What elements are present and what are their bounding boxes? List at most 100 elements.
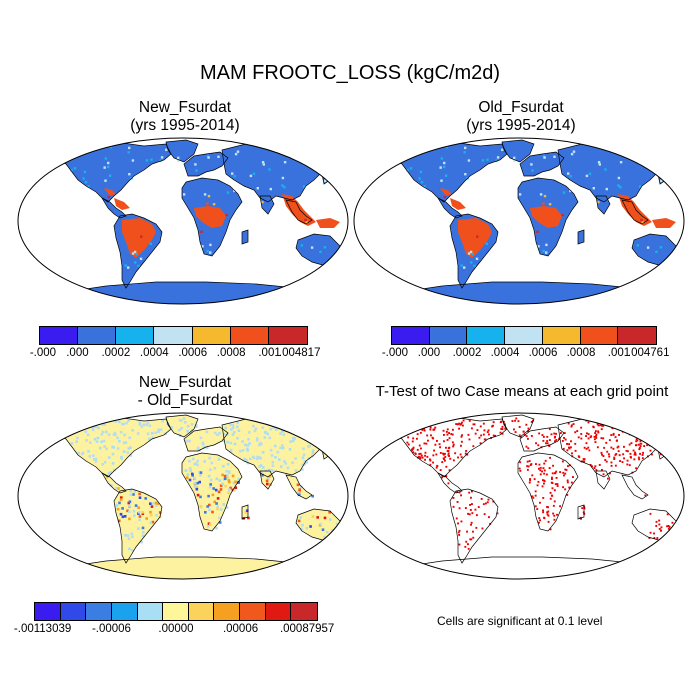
significant-cell xyxy=(444,456,447,458)
significant-cell xyxy=(570,440,572,443)
significant-cell xyxy=(566,479,569,482)
grid-cell xyxy=(190,423,194,426)
grid-cell xyxy=(195,423,198,427)
grid-cell xyxy=(545,243,548,247)
significant-cell xyxy=(534,494,537,497)
colorbar-tick-label: -.00113039 xyxy=(13,623,72,635)
grid-cell xyxy=(281,444,284,447)
significant-cell xyxy=(527,447,530,450)
significant-cell xyxy=(460,494,462,497)
significant-cell xyxy=(443,458,445,461)
grid-cell xyxy=(301,456,305,460)
significant-cell xyxy=(531,495,534,498)
grid-cell xyxy=(229,450,233,453)
coastline-southAmerica xyxy=(113,488,163,564)
coastline-antarctica xyxy=(400,556,654,579)
grid-cell xyxy=(189,469,192,473)
coastline-greenland xyxy=(501,414,535,438)
significant-cell xyxy=(655,520,658,523)
grid-cell xyxy=(619,161,623,164)
significant-cell xyxy=(606,450,609,453)
significant-cell xyxy=(639,452,641,455)
grid-cell xyxy=(229,423,232,426)
grid-cell xyxy=(445,146,449,149)
significant-cell xyxy=(532,496,535,499)
significant-cell xyxy=(473,423,476,426)
significant-cell xyxy=(603,446,606,449)
significant-cell xyxy=(538,432,541,435)
significant-cell xyxy=(528,460,531,462)
significant-cell xyxy=(619,427,622,430)
grid-cell xyxy=(144,497,147,500)
grid-cell xyxy=(289,440,292,443)
grid-cell xyxy=(131,535,134,538)
grid-cell xyxy=(195,425,198,428)
grid-cell xyxy=(597,161,601,164)
significant-cell xyxy=(547,506,549,509)
grid-cell xyxy=(513,159,516,162)
grid-cell xyxy=(214,488,218,492)
grid-cell xyxy=(86,433,90,437)
significant-cell xyxy=(477,506,480,508)
significant-cell xyxy=(553,514,556,517)
significant-cell xyxy=(623,425,626,428)
grid-cell xyxy=(467,252,471,255)
significant-cell xyxy=(595,469,598,471)
significant-cell xyxy=(594,441,597,443)
grid-cell xyxy=(103,166,106,169)
significant-cell xyxy=(577,436,580,439)
significant-cell xyxy=(681,540,684,543)
grid-cell xyxy=(323,246,327,249)
coastline-southAmerica xyxy=(113,213,163,289)
significant-cell xyxy=(420,447,422,450)
grid-cell xyxy=(475,257,479,260)
significant-cell xyxy=(418,444,421,447)
panel-2-title-line2: (yrs 1995-2014) xyxy=(466,117,576,134)
significant-cell xyxy=(574,442,577,445)
significant-cell xyxy=(446,428,449,431)
grid-cell xyxy=(191,472,194,476)
significant-cell xyxy=(567,422,570,425)
coastline-india xyxy=(595,195,611,215)
significant-cell xyxy=(478,436,481,439)
significant-cell xyxy=(400,426,403,429)
grid-cell xyxy=(215,502,218,505)
grid-cell xyxy=(321,528,325,531)
high-value-region xyxy=(122,218,156,258)
significant-cell xyxy=(542,511,545,514)
significant-cell xyxy=(646,424,649,427)
grid-cell xyxy=(195,487,199,491)
grid-cell xyxy=(231,424,235,427)
significant-cell xyxy=(439,469,442,471)
grid-cell xyxy=(272,426,275,429)
grid-cell xyxy=(141,534,145,538)
significant-cell xyxy=(499,421,502,424)
coastline-africa xyxy=(517,177,579,257)
significant-cell xyxy=(464,452,467,455)
grid-cell xyxy=(339,525,342,528)
colorbar-box xyxy=(163,603,189,620)
grid-cell xyxy=(279,465,283,468)
grid-cell xyxy=(202,446,206,449)
grid-cell xyxy=(294,423,297,427)
significant-cell xyxy=(446,433,449,436)
grid-cell xyxy=(268,168,271,171)
grid-cell xyxy=(107,456,111,459)
significant-cell xyxy=(667,525,670,527)
grid-cell xyxy=(150,158,153,161)
grid-cell xyxy=(553,155,556,158)
significant-cell xyxy=(568,486,571,489)
significant-cell xyxy=(433,428,436,431)
significant-cell xyxy=(613,456,616,459)
grid-cell xyxy=(107,433,111,436)
significant-cell xyxy=(401,432,403,435)
grid-cell xyxy=(266,432,269,436)
grid-cell xyxy=(323,435,327,438)
land-madagascar xyxy=(242,230,248,244)
significant-cell xyxy=(553,432,556,435)
land-greenland xyxy=(166,140,198,162)
significant-cell xyxy=(425,442,428,445)
grid-cell xyxy=(241,440,244,443)
significant-cell xyxy=(479,442,482,445)
grid-cell xyxy=(191,457,195,461)
